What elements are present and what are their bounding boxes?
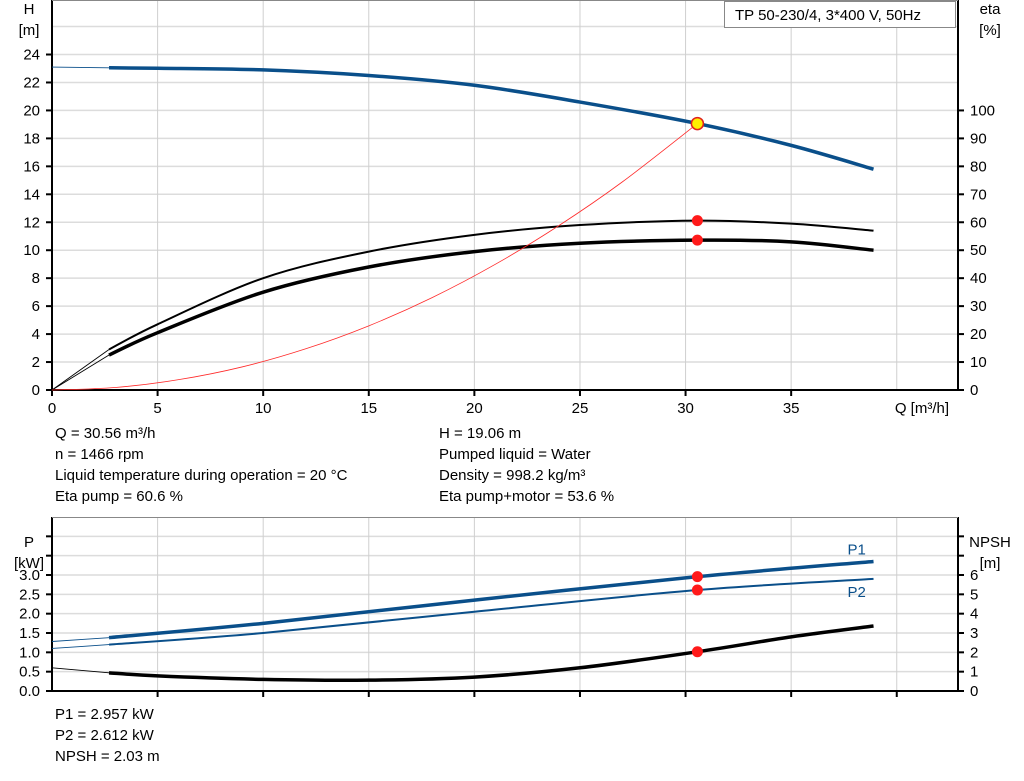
y-axis-unit: [kW] bbox=[14, 555, 44, 572]
x-tick-label: 10 bbox=[255, 400, 272, 417]
x-tick-label: 5 bbox=[153, 400, 161, 417]
y-tick-label: 8 bbox=[32, 270, 40, 287]
y-tick-label: 22 bbox=[23, 74, 40, 91]
y-tick-label: 10 bbox=[23, 242, 40, 259]
curve-extension-NPSH bbox=[51, 667, 110, 674]
y2-tick-label: 5 bbox=[970, 586, 978, 603]
curve-extension-P2 bbox=[51, 644, 110, 649]
y-tick-label: 18 bbox=[23, 130, 40, 147]
y-tick-label: 2 bbox=[32, 354, 40, 371]
y-tick-label: 14 bbox=[23, 186, 40, 203]
y2-tick-label: 20 bbox=[970, 326, 987, 343]
info-head: H = 19.06 m bbox=[439, 425, 522, 442]
info-flow: Q = 30.56 m³/h bbox=[55, 425, 156, 442]
y-tick-label: 6 bbox=[32, 298, 40, 315]
y2-tick-label: 3 bbox=[970, 625, 978, 642]
x-tick-label: 15 bbox=[360, 400, 377, 417]
curve-NPSH bbox=[108, 624, 874, 683]
y2-tick-label: 70 bbox=[970, 186, 987, 203]
info-npsh: NPSH = 2.03 m bbox=[55, 748, 160, 765]
info-speed: n = 1466 rpm bbox=[55, 446, 144, 463]
curve-system bbox=[51, 123, 698, 391]
y-tick-label: 12 bbox=[23, 214, 40, 231]
curve-P1 bbox=[108, 559, 874, 640]
y2-axis-label: eta bbox=[980, 1, 1002, 18]
y2-tick-label: 4 bbox=[970, 606, 978, 623]
x-tick-label: 0 bbox=[48, 400, 56, 417]
curve-eta_pump bbox=[108, 219, 874, 351]
info-p1: P1 = 2.957 kW bbox=[55, 706, 154, 723]
x-tick-label: 35 bbox=[783, 400, 800, 417]
pump-title: TP 50-230/4, 3*400 V, 50Hz bbox=[724, 1, 956, 28]
info-eta-pump-motor: Eta pump+motor = 53.6 % bbox=[439, 488, 615, 505]
info-liquid: Pumped liquid = Water bbox=[439, 446, 591, 463]
curve-extension-H bbox=[51, 66, 110, 69]
operating-point bbox=[690, 116, 705, 131]
curve-extension-eta_pump_motor bbox=[51, 354, 110, 391]
curve-extension-eta_pump bbox=[51, 349, 110, 391]
x-tick-label: 25 bbox=[572, 400, 589, 417]
operating-point bbox=[691, 571, 703, 583]
info-top-left: Q = 30.56 m³/h n = 1466 rpm Liquid tempe… bbox=[55, 423, 347, 507]
y-axis-label: P bbox=[24, 534, 34, 551]
y-tick-label: 2.5 bbox=[19, 586, 40, 603]
y-axis-unit: [m] bbox=[19, 22, 40, 39]
info-p2: P2 = 2.612 kW bbox=[55, 727, 154, 744]
info-bottom: P1 = 2.957 kW P2 = 2.612 kW NPSH = 2.03 … bbox=[55, 704, 160, 767]
y2-axis-unit: [%] bbox=[979, 22, 1001, 39]
y2-tick-label: 60 bbox=[970, 214, 987, 231]
operating-point bbox=[691, 584, 703, 596]
series-label-P1: P1 bbox=[848, 541, 866, 558]
y2-tick-label: 6 bbox=[970, 567, 978, 584]
y-tick-label: 0.5 bbox=[19, 664, 40, 681]
series-label-P2: P2 bbox=[848, 584, 866, 601]
y-tick-label: 16 bbox=[23, 158, 40, 175]
info-top-right: H = 19.06 m Pumped liquid = Water Densit… bbox=[439, 423, 614, 507]
operating-point bbox=[691, 215, 703, 227]
y2-axis-unit: [m] bbox=[980, 555, 1001, 572]
y-tick-label: 24 bbox=[23, 47, 40, 64]
info-eta-pump: Eta pump = 60.6 % bbox=[55, 488, 183, 505]
y-tick-label: 2.0 bbox=[19, 606, 40, 623]
y-tick-label: 1.5 bbox=[19, 625, 40, 642]
y2-tick-label: 10 bbox=[970, 354, 987, 371]
y-tick-label: 1.0 bbox=[19, 644, 40, 661]
y-tick-label: 3.0 bbox=[19, 567, 40, 584]
curve-H bbox=[109, 66, 875, 171]
y2-tick-label: 100 bbox=[970, 102, 995, 119]
x-tick-label: 30 bbox=[677, 400, 694, 417]
y-axis-label: H bbox=[24, 1, 35, 18]
y2-tick-label: 30 bbox=[970, 298, 987, 315]
y2-tick-label: 2 bbox=[970, 644, 978, 661]
y2-tick-label: 0 bbox=[970, 683, 978, 700]
info-temperature: Liquid temperature during operation = 20… bbox=[55, 467, 348, 484]
y2-tick-label: 90 bbox=[970, 130, 987, 147]
y-tick-label: 0 bbox=[32, 382, 40, 399]
y2-tick-label: 0 bbox=[970, 382, 978, 399]
curve-eta_pump_motor bbox=[108, 238, 874, 357]
y2-tick-label: 40 bbox=[970, 270, 987, 287]
curve-extension-P1 bbox=[51, 637, 110, 642]
y2-tick-label: 1 bbox=[970, 664, 978, 681]
curve-P2 bbox=[108, 577, 874, 646]
y2-axis-label: NPSH bbox=[969, 534, 1011, 551]
y-tick-label: 0.0 bbox=[19, 683, 40, 700]
y2-tick-label: 50 bbox=[970, 242, 987, 259]
x-tick-label: 20 bbox=[466, 400, 483, 417]
operating-point bbox=[691, 234, 703, 246]
operating-point bbox=[691, 646, 703, 658]
y-tick-label: 20 bbox=[23, 102, 40, 119]
y-tick-label: 4 bbox=[32, 326, 40, 343]
x-axis-label: Q [m³/h] bbox=[895, 400, 949, 417]
y2-tick-label: 80 bbox=[970, 158, 987, 175]
info-density: Density = 998.2 kg/m³ bbox=[439, 467, 586, 484]
